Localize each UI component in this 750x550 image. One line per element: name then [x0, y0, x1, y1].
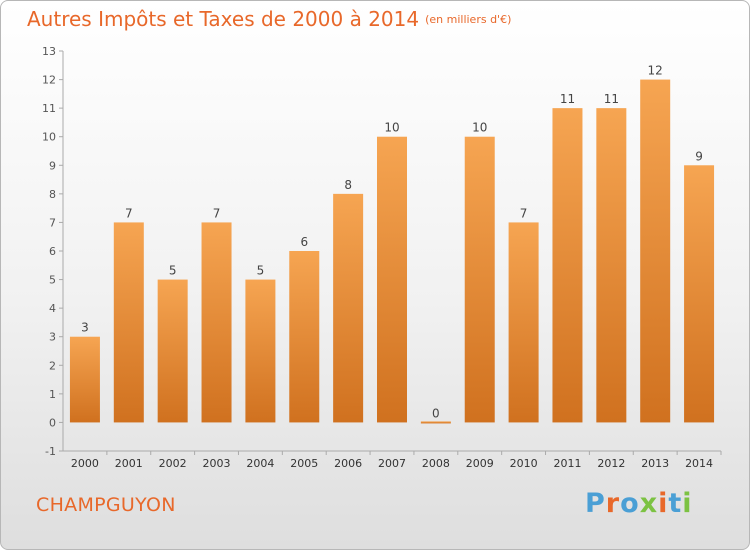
bar[interactable] [508, 222, 539, 423]
proxiti-logo-letter: o [620, 488, 640, 519]
data-label: 5 [257, 264, 265, 278]
y-tick-label: 12 [42, 74, 56, 87]
bar[interactable] [640, 79, 671, 423]
bar[interactable] [157, 279, 188, 423]
proxiti-logo-letter: t [668, 488, 683, 519]
y-tick-label: 10 [42, 131, 56, 144]
x-tick-label: 2014 [685, 457, 713, 470]
chart-title-text: Autres Impôts et Taxes de 2000 à 2014 [27, 7, 420, 31]
bar[interactable] [69, 336, 100, 423]
y-tick-label: -1 [45, 445, 56, 458]
chart-title: Autres Impôts et Taxes de 2000 à 2014 (en… [27, 7, 511, 31]
proxiti-logo-letter: i [658, 488, 669, 519]
y-tick-label: 7 [49, 216, 56, 229]
x-tick-label: 2013 [641, 457, 669, 470]
bar[interactable] [201, 222, 232, 423]
x-tick-label: 2008 [422, 457, 450, 470]
chart-bars [69, 79, 715, 424]
y-tick-label: 11 [42, 102, 56, 115]
y-tick-label: 1 [49, 388, 56, 401]
bar[interactable] [596, 108, 627, 423]
x-tick-label: 2001 [115, 457, 143, 470]
data-label: 7 [125, 206, 133, 220]
x-tick-label: 2000 [71, 457, 99, 470]
y-tick-label: 9 [49, 159, 56, 172]
x-tick-label: 2007 [378, 457, 406, 470]
data-label: 5 [169, 264, 177, 278]
data-label: 11 [604, 92, 619, 106]
bar[interactable] [333, 193, 364, 423]
data-label: 6 [300, 235, 308, 249]
y-tick-label: 6 [49, 245, 56, 258]
data-label: 3 [81, 321, 89, 335]
x-tick-label: 2009 [466, 457, 494, 470]
bar[interactable] [113, 222, 144, 423]
data-label: 8 [344, 178, 352, 192]
data-label: 11 [560, 92, 575, 106]
bar[interactable] [377, 136, 407, 423]
y-tick-label: 0 [49, 416, 56, 429]
chart-data-labels: 3 7 5 7 5 6 8 10 0 10 7 11 11 12 9 [81, 64, 703, 421]
proxiti-logo-letter: x [639, 488, 659, 519]
y-tick-label: 3 [49, 331, 56, 344]
proxiti-logo-letter: r [605, 488, 621, 519]
y-tick-label: 5 [49, 274, 56, 287]
y-tick-label: 13 [42, 45, 56, 58]
data-label: 10 [472, 121, 487, 135]
bar[interactable] [684, 165, 715, 423]
x-tick-label: 2005 [290, 457, 318, 470]
data-label: 9 [695, 149, 703, 163]
data-label: 12 [648, 64, 663, 78]
x-tick-label: 2012 [597, 457, 625, 470]
proxiti-logo-letter: P [585, 488, 606, 519]
data-label: 7 [520, 206, 528, 220]
chart-unit: (en milliers d'€) [425, 13, 512, 26]
x-tick-label: 2006 [334, 457, 362, 470]
proxiti-logo[interactable]: Proxiti [585, 488, 693, 519]
bar[interactable] [552, 108, 583, 423]
proxiti-logo-letter: i [682, 488, 693, 519]
bar[interactable] [245, 279, 276, 423]
data-label: 10 [384, 121, 399, 135]
bar[interactable] [289, 251, 320, 423]
y-tick-label: 8 [49, 188, 56, 201]
x-tick-label: 2011 [553, 457, 581, 470]
y-tick-label: 4 [49, 302, 56, 315]
place-name: CHAMPGUYON [36, 494, 176, 516]
x-tick-label: 2004 [246, 457, 274, 470]
y-tick-label: 2 [49, 359, 56, 372]
data-label: 7 [213, 206, 221, 220]
x-tick-label: 2002 [159, 457, 187, 470]
bar[interactable] [464, 136, 495, 423]
bar[interactable] [420, 421, 451, 424]
x-tick-label: 2010 [510, 457, 538, 470]
data-label: 0 [432, 406, 440, 420]
x-tick-label: 2003 [203, 457, 231, 470]
